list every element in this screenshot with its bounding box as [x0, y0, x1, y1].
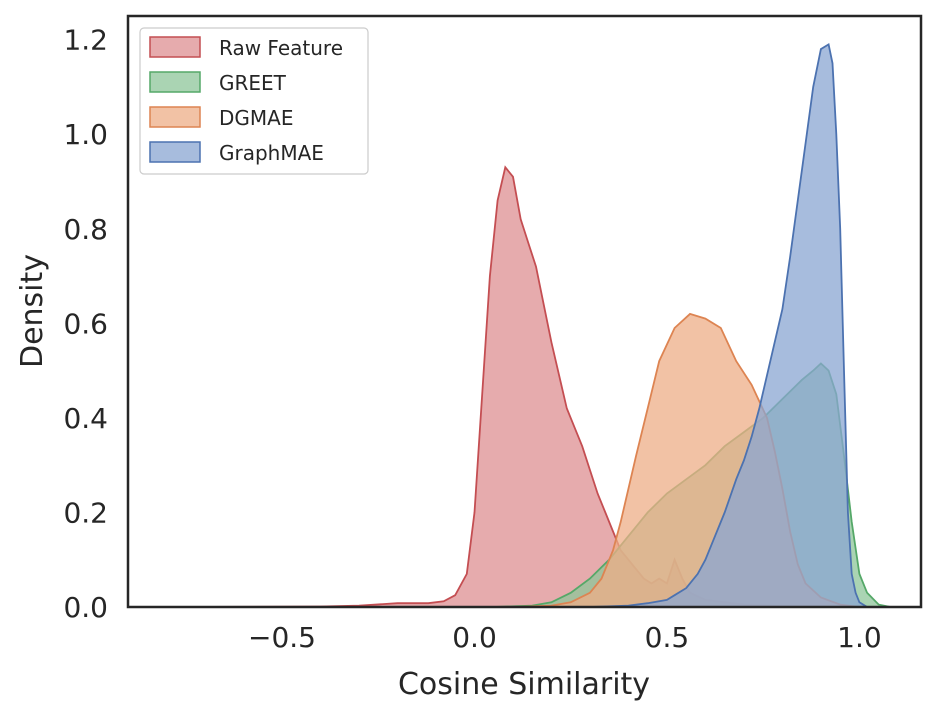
legend-swatch: [149, 106, 201, 128]
y-tick-label: 0.2: [63, 496, 108, 529]
density-area-graphmae: [589, 44, 868, 607]
x-tick-label: 0.0: [452, 621, 497, 654]
density-area-raw-feature: [166, 167, 860, 608]
legend-box: [139, 27, 369, 175]
x-tick-label: 0.5: [645, 621, 690, 654]
y-tick-label: 0.8: [63, 213, 108, 246]
legend-swatch: [149, 71, 201, 93]
y-axis-label: Density: [15, 254, 50, 368]
density-areas: [166, 42, 891, 608]
axis-ticks: −0.5 0.0 0.5 1.0 0.0 0.2 0.4 0.6 0.8 1.0 1.2: [63, 24, 881, 654]
legend-swatch: [149, 141, 201, 163]
x-tick-label: −0.5: [248, 621, 316, 654]
y-tick-label: 1.0: [63, 118, 108, 151]
legend: Raw Feature GREET DGMAE GraphMAE: [139, 27, 369, 175]
legend-label: GREET: [219, 71, 287, 95]
legend-label: Raw Feature: [219, 36, 343, 60]
density-line-graphmae: [589, 42, 868, 608]
legend-swatch: [149, 36, 201, 58]
y-tick-label: 0.0: [63, 591, 108, 624]
legend-label: GraphMAE: [219, 141, 324, 165]
y-tick-label: 0.4: [63, 402, 108, 435]
plot-frame: [126, 14, 923, 609]
x-axis-label: Cosine Similarity: [398, 667, 650, 702]
x-tick-label: 1.0: [837, 621, 882, 654]
y-tick-label: 1.2: [63, 24, 108, 57]
legend-label: DGMAE: [219, 106, 293, 130]
y-tick-label: 0.6: [63, 307, 108, 340]
